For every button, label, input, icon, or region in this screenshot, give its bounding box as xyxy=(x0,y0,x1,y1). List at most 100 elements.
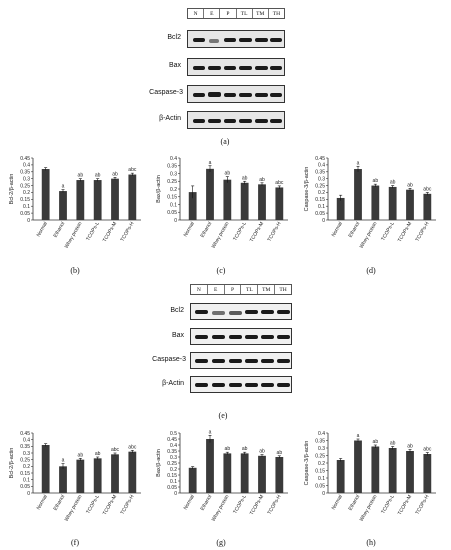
panel-label-f: (f) xyxy=(71,538,79,547)
lane-label: TL xyxy=(237,9,253,18)
blot-strip xyxy=(187,30,285,48)
bar-chart-g: 00.050.10.150.20.250.30.350.40.450.5 Bax/… xyxy=(156,429,288,523)
band xyxy=(277,310,290,314)
bar xyxy=(59,191,67,220)
band xyxy=(239,119,252,123)
y-tick-label: 0 xyxy=(174,218,177,224)
significance-label: ab xyxy=(242,175,248,181)
western-blot-top: N E P TL TM TH Bcl2 Bax Caspase-3 xyxy=(149,8,290,138)
protein-label: Bax xyxy=(168,62,181,69)
category-label: Normal xyxy=(331,221,344,238)
y-tick-label: 0.4 xyxy=(170,443,177,449)
bar xyxy=(188,192,197,220)
category-label: Ethanol xyxy=(200,221,214,239)
significance-label: ab xyxy=(242,446,248,452)
significance-label: abc xyxy=(423,447,432,453)
y-tick-label: 0.05 xyxy=(20,484,30,490)
bar xyxy=(406,451,414,493)
protein-label: Bax xyxy=(171,332,184,339)
category-label: Normal xyxy=(183,221,196,238)
band xyxy=(208,119,221,123)
band xyxy=(239,38,252,42)
blot-strip xyxy=(190,303,292,320)
blot-strip xyxy=(190,328,292,345)
lane-header: N E P TL TM TH xyxy=(187,8,285,19)
bar xyxy=(354,169,362,220)
category-label: Ethanol xyxy=(348,221,362,239)
bar xyxy=(336,460,345,493)
bar xyxy=(258,184,266,220)
y-tick-label: 0.1 xyxy=(170,479,177,485)
y-tick-label: 0.4 xyxy=(170,156,177,162)
band xyxy=(261,310,274,314)
bar xyxy=(128,174,137,220)
y-tick-label: 0.05 xyxy=(315,483,325,489)
category-label: TCOPs-L xyxy=(85,494,101,515)
bar xyxy=(206,168,214,220)
y-tick-label: 0.2 xyxy=(170,187,177,193)
category-label: TCOPs-L xyxy=(380,221,396,242)
bar xyxy=(388,186,397,220)
y-tick-label: 0.25 xyxy=(167,179,177,185)
category-label: TCOPs-L xyxy=(232,494,248,515)
y-tick-label: 0.35 xyxy=(20,444,30,450)
y-tick-label: 0.15 xyxy=(20,197,30,203)
bar xyxy=(128,451,137,493)
protein-label: β-Actin xyxy=(162,380,184,387)
y-tick-label: 0.1 xyxy=(23,477,30,483)
band xyxy=(193,38,205,42)
lane-label: P xyxy=(225,285,242,294)
band xyxy=(270,66,282,70)
band xyxy=(261,359,274,363)
category-label: TCOPs-L xyxy=(380,494,396,515)
category-label: TCOPs-M xyxy=(102,221,118,243)
y-tick-label: 0.2 xyxy=(170,467,177,473)
lane-header: N E P TL TM TH xyxy=(190,284,292,295)
y-tick-label: 0.1 xyxy=(23,204,30,210)
y-tick-label: 0.35 xyxy=(20,170,30,176)
band xyxy=(277,383,290,387)
band xyxy=(255,66,268,70)
y-tick-label: 0.3 xyxy=(170,455,177,461)
category-label: Normal xyxy=(36,494,49,511)
band xyxy=(195,359,208,363)
y-tick-label: 0.25 xyxy=(20,183,30,189)
y-tick-label: 0.15 xyxy=(20,471,30,477)
y-axis-label: Caspase-3/β-actin xyxy=(304,441,310,486)
band xyxy=(208,66,221,70)
bar xyxy=(423,454,432,493)
lane-label: E xyxy=(208,285,225,294)
y-axis-label: Bcl-2/β-actin xyxy=(9,174,15,205)
y-tick-label: 0.1 xyxy=(318,476,325,482)
band xyxy=(229,335,242,339)
y-tick-label: 0.25 xyxy=(315,183,325,189)
band xyxy=(255,93,268,97)
bar xyxy=(41,445,50,493)
protein-label: Bcl2 xyxy=(167,34,181,41)
bar xyxy=(406,189,414,220)
band xyxy=(229,383,242,387)
y-tick-label: 0.3 xyxy=(23,176,30,182)
panel-label-a: (a) xyxy=(220,137,230,146)
significance-label: ab xyxy=(225,171,231,177)
y-tick-label: 0.25 xyxy=(315,453,325,459)
category-label: Whey protein xyxy=(211,221,231,250)
band xyxy=(270,38,282,42)
category-label: TCOPs-H xyxy=(415,221,431,243)
bar xyxy=(275,457,284,493)
y-tick-label: 0.4 xyxy=(318,163,325,169)
bar xyxy=(423,193,432,220)
band xyxy=(229,311,242,315)
category-label: Normal xyxy=(36,221,49,238)
bar xyxy=(41,169,50,220)
y-tick-label: 0 xyxy=(322,491,325,497)
blot-strip xyxy=(187,111,285,129)
band xyxy=(212,335,225,339)
category-label: TCOPs-L xyxy=(232,221,248,242)
category-label: Normal xyxy=(183,494,196,511)
y-tick-label: 0.05 xyxy=(20,211,30,217)
y-axis-label: Bcl-2/β-actin xyxy=(9,448,15,479)
y-tick-label: 0.35 xyxy=(315,170,325,176)
category-label: Ethanol xyxy=(53,494,67,512)
bar-chart-f: 00.050.10.150.20.250.30.350.40.45 Bcl-2/β… xyxy=(9,431,141,523)
